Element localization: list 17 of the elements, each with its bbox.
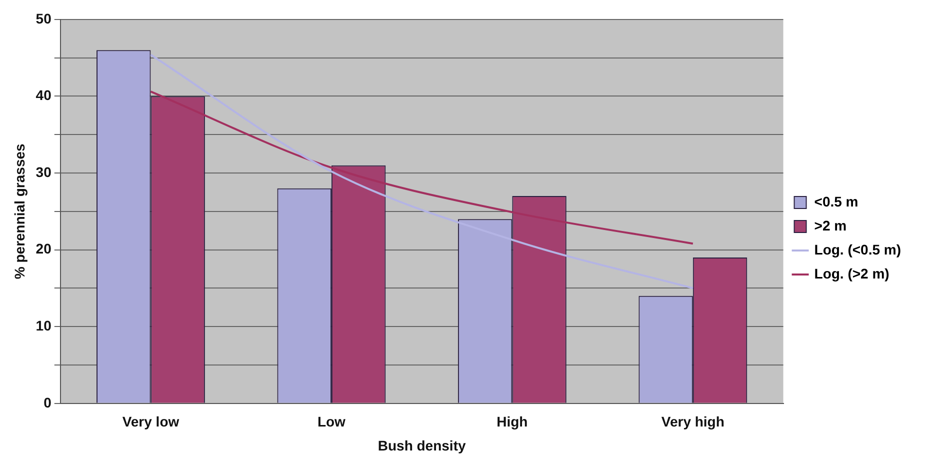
y-tick-label: 0 <box>44 394 52 410</box>
x-tick-label: Very low <box>122 414 180 430</box>
legend-label: <0.5 m <box>814 193 858 210</box>
x-tick-label: High <box>496 414 528 430</box>
legend-label: Log. (<0.5 m) <box>814 241 901 258</box>
y-axis-title: % perennial grasses <box>11 143 28 280</box>
line-series <box>150 90 694 245</box>
x-axis-title: Bush density <box>378 437 466 454</box>
x-tick-label: Very high <box>661 414 724 430</box>
legend-label: Log. (>2 m) <box>814 265 890 282</box>
legend-label: >2 m <box>814 217 847 234</box>
y-tick-label: 30 <box>36 164 52 180</box>
y-tick-label: 40 <box>36 87 52 104</box>
y-tick-label: 10 <box>36 317 52 334</box>
y-tick-label: 20 <box>36 240 52 257</box>
y-tick-label: 50 <box>36 10 52 26</box>
x-tick-label: Low <box>317 414 346 430</box>
